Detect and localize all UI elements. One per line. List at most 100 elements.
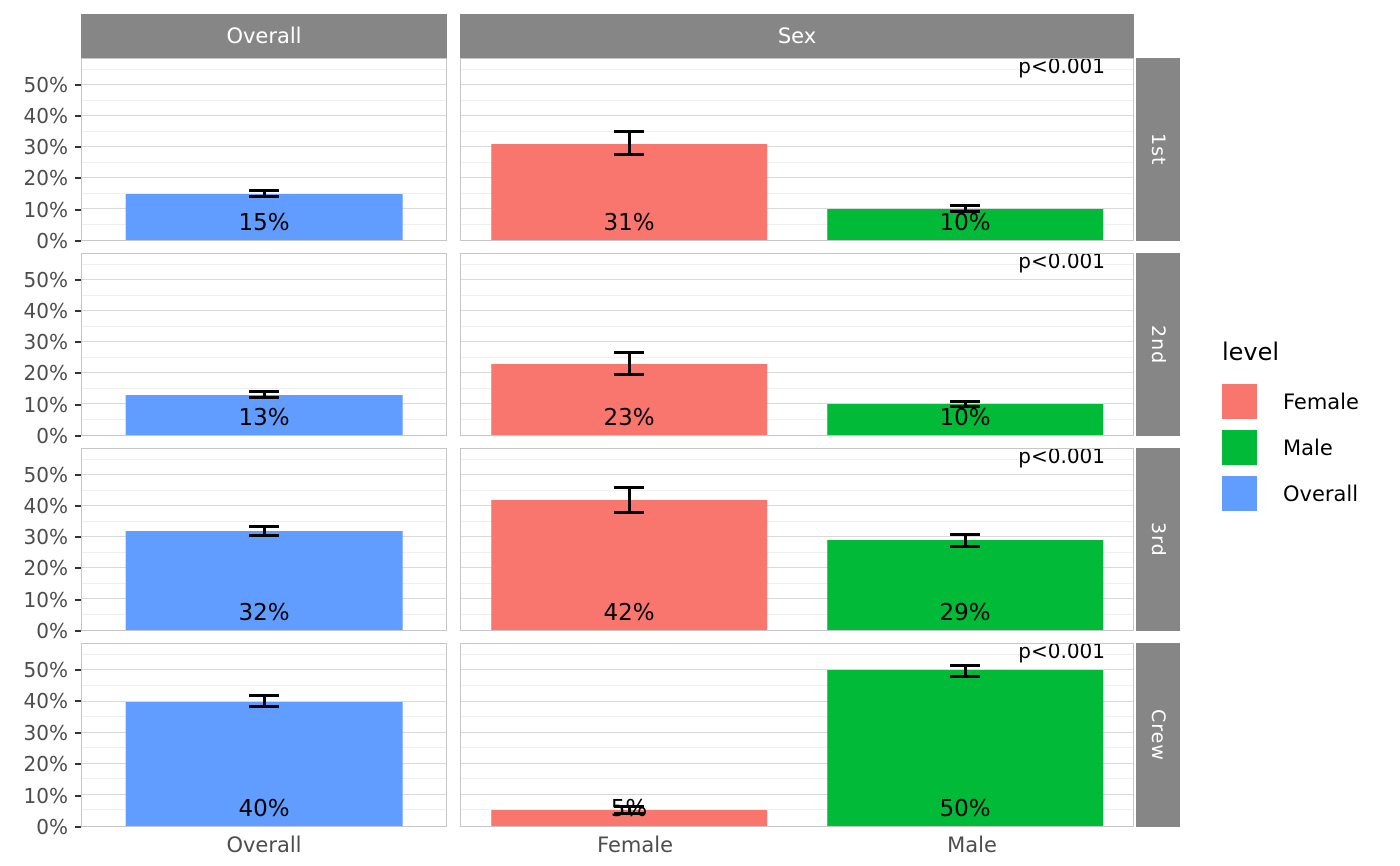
gridline-major: [461, 115, 1133, 117]
y-tick-mark: [75, 826, 81, 828]
gridline-minor: [461, 325, 1133, 327]
gridline-minor: [82, 653, 446, 655]
gridline-major: [461, 505, 1133, 507]
bar-male: [827, 670, 1103, 826]
gridline-minor: [461, 356, 1133, 358]
x-axis-overall: Overall: [81, 827, 447, 866]
facet-column-strip-sex-label: Sex: [777, 24, 817, 48]
errorbar-male: [950, 664, 980, 679]
y-tick-label: 30%: [23, 135, 68, 160]
legend: level Female Male Overall: [1222, 338, 1359, 522]
legend-entry-female: Female: [1222, 384, 1359, 419]
legend-swatch-overall: [1222, 476, 1257, 511]
bar-value-label: 23%: [603, 405, 655, 431]
gridline-minor: [82, 458, 446, 460]
y-tick-label: 20%: [23, 166, 68, 191]
y-axis-row-crew: 0% 10% 20% 30% 40% 50%: [0, 643, 81, 837]
panel-1st-overall: 15%: [81, 58, 447, 241]
gridline-major: [461, 567, 1133, 569]
y-tick-label: 10%: [23, 392, 68, 417]
gridline-major: [82, 279, 446, 281]
gridline-major: [461, 762, 1133, 764]
errorbar-female: [614, 804, 644, 816]
bar-slot-female: 42%: [461, 449, 797, 630]
errorbar-male: [950, 203, 980, 214]
p-value-annotation: p<0.001: [1018, 448, 1105, 468]
y-tick-mark: [75, 473, 81, 476]
gridline-minor: [82, 263, 446, 265]
gridline-minor: [461, 582, 1133, 584]
gridline-major: [461, 669, 1133, 671]
bar-overall: [125, 394, 403, 435]
y-tick-label: 50%: [23, 267, 68, 292]
bar-slot-overall: 15%: [82, 59, 446, 240]
y-axis-row-2nd: 0% 10% 20% 30% 40% 50%: [0, 253, 81, 446]
bar-overall: [125, 531, 403, 630]
gridline-minor: [461, 223, 1133, 225]
gridline-major: [461, 700, 1133, 702]
gridline-major: [461, 177, 1133, 179]
bar-female: [491, 500, 767, 630]
bar-slot-female: 23%: [461, 254, 797, 435]
y-tick-label: 50%: [23, 462, 68, 487]
gridline-major: [82, 341, 446, 343]
panel-3rd-overall: 32%: [81, 448, 447, 631]
legend-label-overall: Overall: [1283, 481, 1359, 506]
y-tick-mark: [75, 536, 81, 539]
facet-row-strip-crew-label: Crew: [1147, 709, 1169, 761]
x-axis-sex: Female Male: [460, 827, 1134, 866]
gridline-major: [82, 146, 446, 148]
y-tick-mark: [75, 403, 81, 406]
y-tick-mark: [75, 146, 81, 149]
gridline-major: [461, 84, 1133, 86]
y-tick-label: 10%: [23, 587, 68, 612]
bar-value-label: 10%: [939, 405, 991, 431]
bar-value-label: 15%: [238, 210, 290, 236]
gridline-minor: [82, 387, 446, 389]
gridline-minor: [82, 130, 446, 132]
y-tick-mark: [75, 700, 81, 703]
gridline-major: [82, 505, 446, 507]
bar-slot-female: 5%: [461, 644, 797, 826]
bar-value-label: 10%: [939, 210, 991, 236]
y-tick-label: 20%: [23, 556, 68, 581]
bar-slot-overall: 13%: [82, 254, 446, 435]
bar-slot-female: 31%: [461, 59, 797, 240]
gridline-minor: [461, 653, 1133, 655]
y-tick-mark: [75, 372, 81, 375]
y-tick-label: 50%: [23, 72, 68, 97]
gridline-minor: [461, 747, 1133, 749]
gridline-minor: [82, 161, 446, 163]
y-tick-mark: [75, 208, 81, 211]
gridline-major: [461, 536, 1133, 538]
facet-row-strip-1st-label: 1st: [1147, 133, 1169, 166]
errorbar-female: [614, 130, 644, 157]
y-tick-mark: [75, 630, 81, 632]
gridline-major: [461, 341, 1133, 343]
gridline-minor: [82, 356, 446, 358]
gridline-minor: [461, 192, 1133, 194]
y-tick-label: 30%: [23, 330, 68, 355]
bar-value-label: 5%: [610, 796, 648, 822]
bar-female: [491, 810, 767, 826]
gridline-minor: [461, 613, 1133, 615]
y-tick-label: 0%: [36, 815, 68, 839]
y-tick-mark: [75, 114, 81, 117]
facet-column-strip-overall-label: Overall: [226, 24, 302, 48]
y-tick-mark: [75, 278, 81, 281]
y-tick-label: 40%: [23, 103, 68, 128]
panel-1st-sex: 31% 10% p<0.001: [460, 58, 1134, 241]
gridline-major: [461, 793, 1133, 795]
y-tick-mark: [75, 794, 81, 797]
y-tick-label: 40%: [23, 298, 68, 323]
gridline-minor: [461, 489, 1133, 491]
y-tick-mark: [75, 83, 81, 86]
gridline-major: [461, 310, 1133, 312]
y-tick-label: 30%: [23, 525, 68, 550]
gridline-minor: [461, 809, 1133, 811]
bar-value-label: 31%: [603, 210, 655, 236]
facet-row-strip-3rd-label: 3rd: [1147, 522, 1169, 557]
gridline-minor: [461, 161, 1133, 163]
gridline-major: [461, 731, 1133, 733]
